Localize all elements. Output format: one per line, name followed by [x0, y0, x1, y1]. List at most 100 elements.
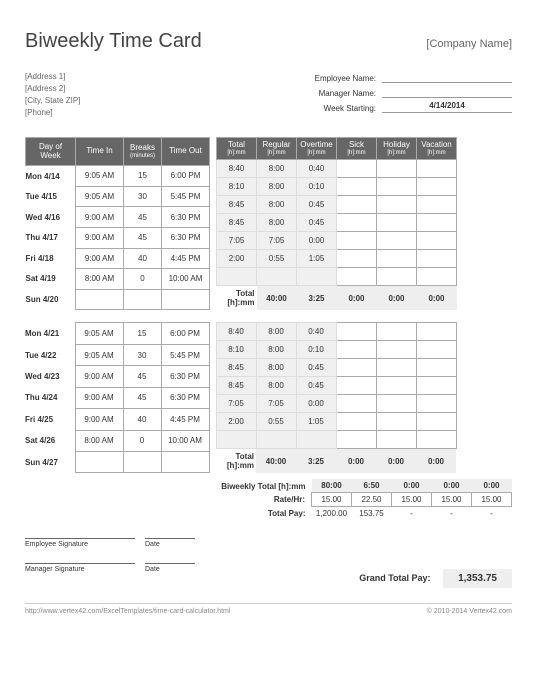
time-out-cell[interactable]: 6:30 PM	[162, 207, 210, 228]
sick-cell[interactable]	[337, 178, 377, 196]
week-start-field[interactable]: 4/14/2014	[382, 101, 512, 113]
time-out-cell[interactable]	[162, 289, 210, 310]
time-in-cell[interactable]: 9:05 AM	[76, 166, 124, 187]
time-in-cell[interactable]	[76, 289, 124, 310]
sick-cell[interactable]	[336, 413, 376, 431]
breaks-cell[interactable]: 0	[124, 269, 162, 290]
time-in-cell[interactable]: 9:05 AM	[75, 323, 123, 344]
mgr-name-field[interactable]	[382, 86, 512, 98]
vac-cell[interactable]	[417, 268, 457, 286]
hol-cell[interactable]	[377, 250, 417, 268]
breaks-cell[interactable]: 45	[123, 387, 161, 408]
time-out-cell[interactable]: 10:00 AM	[161, 430, 209, 451]
hol-cell[interactable]	[377, 196, 417, 214]
breaks-cell[interactable]: 30	[123, 344, 161, 365]
time-in-cell[interactable]: 9:00 AM	[75, 366, 123, 387]
vac-cell[interactable]	[416, 341, 456, 359]
vac-cell[interactable]	[416, 323, 456, 341]
breaks-cell[interactable]: 45	[124, 207, 162, 228]
table-row: 2:000:551:05	[217, 250, 457, 268]
sick-cell[interactable]	[336, 431, 376, 449]
time-in-cell[interactable]: 9:05 AM	[76, 186, 124, 207]
hol-cell[interactable]	[376, 431, 416, 449]
time-in-cell[interactable]: 9:00 AM	[76, 248, 124, 269]
vac-cell[interactable]	[416, 377, 456, 395]
time-out-cell[interactable]	[161, 451, 209, 472]
breaks-cell[interactable]: 40	[124, 248, 162, 269]
rate-sick[interactable]: 15.00	[392, 493, 432, 507]
time-in-cell[interactable]: 9:00 AM	[76, 207, 124, 228]
vac-cell[interactable]	[416, 359, 456, 377]
time-in-cell[interactable]: 9:00 AM	[75, 409, 123, 430]
mgr-sig-date-label: Date	[145, 563, 195, 573]
breaks-cell[interactable]: 15	[123, 323, 161, 344]
hol-cell[interactable]	[376, 395, 416, 413]
sick-cell[interactable]	[337, 196, 377, 214]
time-out-cell[interactable]: 6:30 PM	[162, 227, 210, 248]
sick-cell[interactable]	[337, 232, 377, 250]
vac-cell[interactable]	[417, 160, 457, 178]
hol-cell[interactable]	[376, 341, 416, 359]
breaks-cell[interactable]: 45	[123, 366, 161, 387]
time-entry-table: Mon 4/219:05 AM156:00 PMTue 4/229:05 AM3…	[25, 322, 210, 473]
breaks-cell[interactable]: 30	[124, 186, 162, 207]
breaks-cell[interactable]	[123, 451, 161, 472]
breaks-cell[interactable]: 15	[124, 166, 162, 187]
vac-cell[interactable]	[417, 214, 457, 232]
sick-cell[interactable]	[336, 359, 376, 377]
hol-cell[interactable]	[377, 214, 417, 232]
time-in-cell[interactable]: 8:00 AM	[76, 269, 124, 290]
sick-cell[interactable]	[336, 323, 376, 341]
breaks-cell[interactable]	[124, 289, 162, 310]
vac-cell[interactable]	[416, 395, 456, 413]
time-out-cell[interactable]: 4:45 PM	[161, 409, 209, 430]
time-out-cell[interactable]: 10:00 AM	[162, 269, 210, 290]
vac-cell[interactable]	[417, 232, 457, 250]
bw-ot: 6:50	[352, 479, 392, 493]
sick-cell[interactable]	[336, 395, 376, 413]
time-out-cell[interactable]: 5:45 PM	[162, 186, 210, 207]
rate-vac[interactable]: 15.00	[472, 493, 512, 507]
sick-cell[interactable]	[337, 214, 377, 232]
time-out-cell[interactable]: 4:45 PM	[162, 248, 210, 269]
table-row: 8:408:000:40	[216, 323, 456, 341]
time-out-cell[interactable]: 6:00 PM	[161, 323, 209, 344]
vac-cell[interactable]	[417, 196, 457, 214]
hol-cell[interactable]	[376, 359, 416, 377]
vac-cell[interactable]	[416, 431, 456, 449]
time-in-cell[interactable]	[75, 451, 123, 472]
vac-cell[interactable]	[416, 413, 456, 431]
hol-cell[interactable]	[376, 377, 416, 395]
hol-cell[interactable]	[377, 178, 417, 196]
time-in-cell[interactable]: 9:05 AM	[75, 344, 123, 365]
rate-reg[interactable]: 15.00	[312, 493, 352, 507]
time-out-cell[interactable]: 6:00 PM	[162, 166, 210, 187]
sick-cell[interactable]	[337, 268, 377, 286]
table-row: 8:408:000:40	[217, 160, 457, 178]
time-out-cell[interactable]: 6:30 PM	[161, 387, 209, 408]
hol-cell[interactable]	[377, 160, 417, 178]
breaks-cell[interactable]: 0	[123, 430, 161, 451]
sick-cell[interactable]	[336, 377, 376, 395]
hol-cell[interactable]	[377, 232, 417, 250]
hol-cell[interactable]	[376, 413, 416, 431]
vac-cell[interactable]	[417, 178, 457, 196]
time-out-cell[interactable]: 6:30 PM	[161, 366, 209, 387]
sick-cell[interactable]	[337, 160, 377, 178]
time-out-cell[interactable]: 5:45 PM	[161, 344, 209, 365]
breaks-cell[interactable]: 40	[123, 409, 161, 430]
time-in-cell[interactable]: 8:00 AM	[75, 430, 123, 451]
time-in-cell[interactable]: 9:00 AM	[75, 387, 123, 408]
hol-cell[interactable]	[376, 323, 416, 341]
table-row: 8:458:000:45	[216, 377, 456, 395]
rate-ot[interactable]: 22.50	[352, 493, 392, 507]
time-in-cell[interactable]: 9:00 AM	[76, 227, 124, 248]
sick-cell[interactable]	[337, 250, 377, 268]
pay-label: Total Pay:	[218, 507, 311, 521]
breaks-cell[interactable]: 45	[124, 227, 162, 248]
emp-name-field[interactable]	[382, 71, 512, 83]
hol-cell[interactable]	[377, 268, 417, 286]
vac-cell[interactable]	[417, 250, 457, 268]
rate-hol[interactable]: 15.00	[432, 493, 472, 507]
sick-cell[interactable]	[336, 341, 376, 359]
